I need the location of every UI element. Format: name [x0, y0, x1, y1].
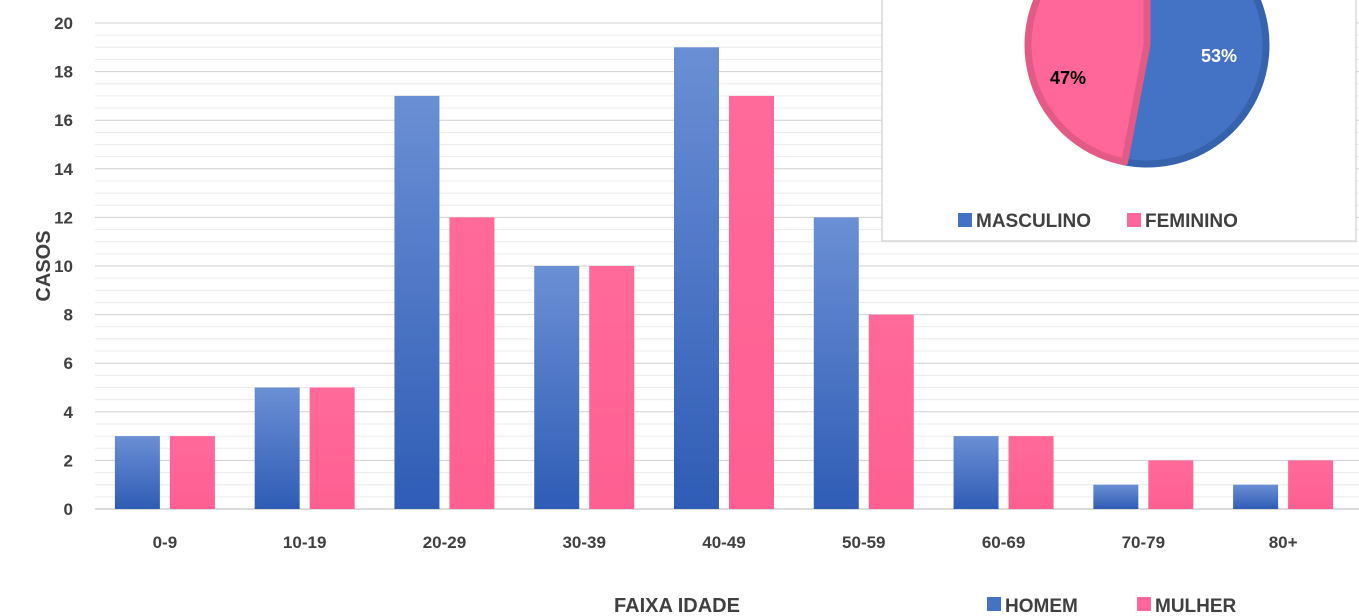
bar-mulher-30-39 [589, 266, 635, 509]
bar-mulher-0-9 [169, 436, 215, 509]
legend-label-masculino: MASCULINO [976, 211, 1091, 232]
bar-mulher-50-59 [868, 314, 914, 509]
pie-chart [1024, 0, 1270, 168]
pie-label-masculino: 53% [1201, 46, 1237, 66]
legend-label-mulher: MULHER [1155, 596, 1237, 616]
pie-chart-panel: 53% 47% MASCULINO FEMININO [881, 0, 1357, 242]
y-axis-ticks: 0 2 4 6 8 10 12 14 16 18 20 [54, 14, 73, 519]
legend-swatch-masculino [958, 213, 972, 227]
x-axis-ticks: 0-9 10-19 20-29 30-39 40-49 50-59 60-69 70-79 80… [153, 533, 1298, 552]
y-tick-label: 12 [54, 208, 73, 227]
y-tick-label: 14 [54, 160, 73, 179]
x-tick-label: 20-29 [423, 533, 466, 552]
y-tick-label: 6 [64, 354, 73, 373]
pie-slice-masculino [1121, 0, 1270, 168]
x-tick-label: 70-79 [1122, 533, 1165, 552]
bar-mulher-80+ [1288, 460, 1334, 509]
legend-label-feminino: FEMININO [1145, 211, 1238, 232]
x-tick-label: 40-49 [702, 533, 745, 552]
y-tick-label: 10 [54, 257, 73, 276]
y-tick-label: 20 [54, 14, 73, 33]
y-tick-label: 18 [54, 63, 73, 82]
bar-mulher-70-79 [1148, 460, 1194, 509]
bar-homem-80+ [1233, 484, 1279, 509]
y-tick-label: 2 [64, 451, 73, 470]
x-axis-title: FAIXA IDADE [614, 595, 740, 616]
bar-homem-70-79 [1093, 484, 1139, 509]
bar-homem-60-69 [953, 436, 999, 509]
y-tick-label: 0 [64, 500, 73, 519]
legend-swatch-mulher [1137, 597, 1151, 611]
y-axis-title: CASOS [33, 230, 55, 301]
bar-homem-30-39 [534, 266, 580, 509]
bar-homem-40-49 [674, 47, 719, 510]
bar-homem-50-59 [813, 217, 859, 509]
y-tick-label: 4 [64, 403, 74, 422]
x-tick-label: 0-9 [153, 533, 178, 552]
pie-slice-feminino [1024, 0, 1151, 166]
bar-series [114, 47, 1334, 510]
bar-homem-10-19 [254, 387, 300, 509]
bar-homem-20-29 [394, 95, 440, 510]
legend-swatch-homem [987, 597, 1001, 611]
bar-mulher-40-49 [729, 95, 774, 510]
bar-mulher-10-19 [309, 387, 355, 509]
x-tick-label: 80+ [1269, 533, 1298, 552]
x-tick-label: 50-59 [842, 533, 885, 552]
pie-label-feminino: 47% [1050, 68, 1086, 88]
x-tick-label: 10-19 [283, 533, 326, 552]
legend-swatch-feminino [1127, 213, 1141, 227]
x-tick-label: 60-69 [982, 533, 1025, 552]
bar-homem-0-9 [114, 436, 160, 509]
legend-label-homem: HOMEM [1005, 596, 1078, 616]
bar-mulher-60-69 [1008, 436, 1054, 509]
y-tick-label: 8 [64, 306, 73, 325]
bar-legend: HOMEM MULHER [987, 596, 1237, 616]
x-tick-label: 30-39 [562, 533, 605, 552]
bar-mulher-20-29 [449, 217, 495, 509]
y-tick-label: 16 [54, 111, 73, 130]
